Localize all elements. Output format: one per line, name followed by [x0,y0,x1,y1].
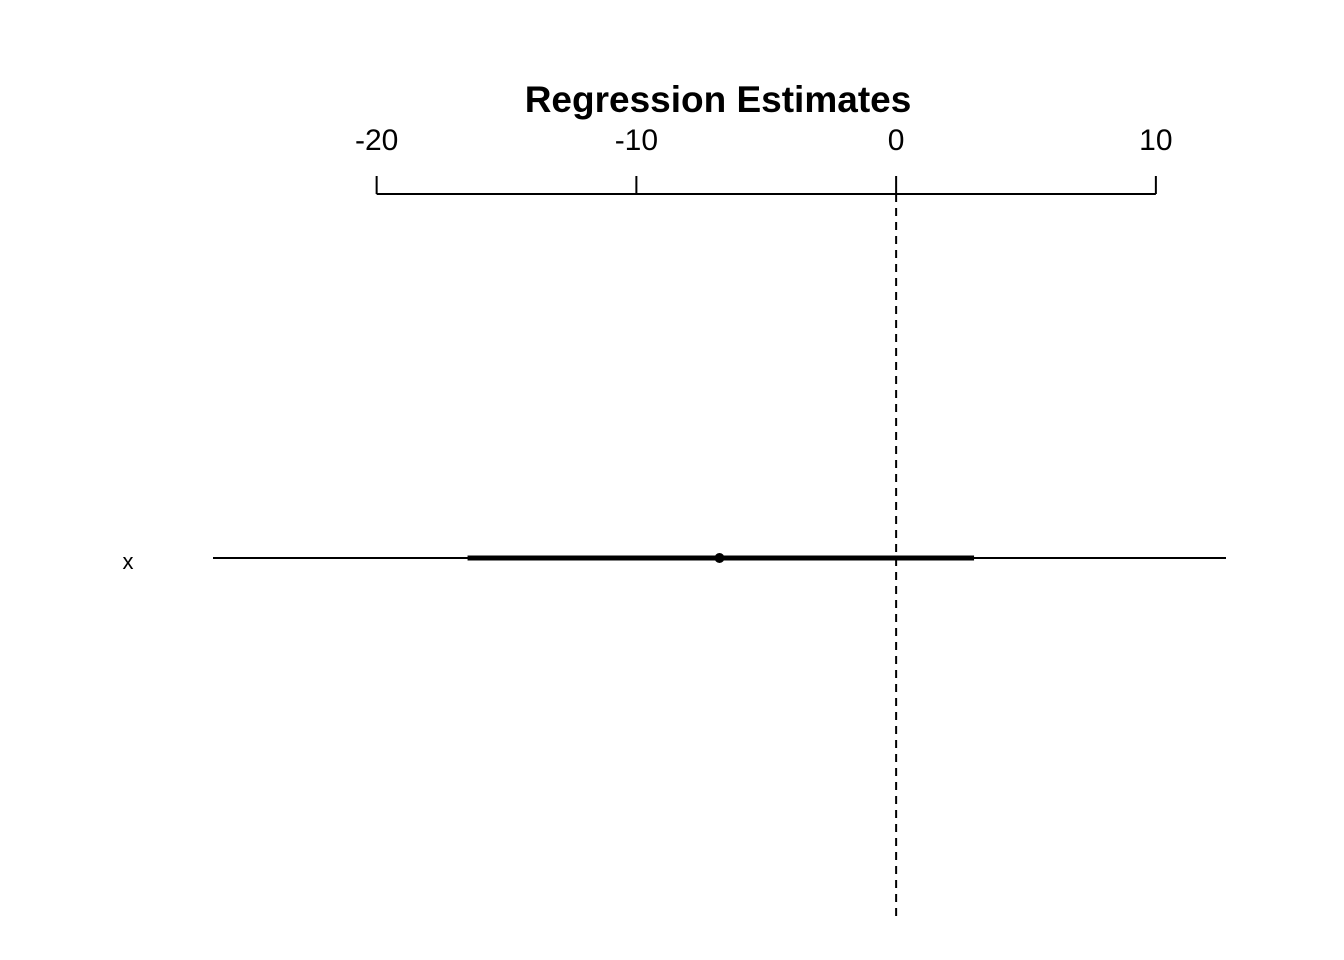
coefficient-label: x [123,549,134,574]
x-tick-label: -20 [355,124,398,157]
estimate-point [714,553,725,563]
coefficient-rows: x [123,549,1226,574]
x-tick-label: 0 [888,124,905,157]
top-x-axis: -20 -10 0 10 [355,124,1173,195]
x-tick-label: 10 [1139,124,1172,157]
x-tick-label: -10 [615,124,658,157]
chart-title: Regression Estimates [525,79,912,120]
